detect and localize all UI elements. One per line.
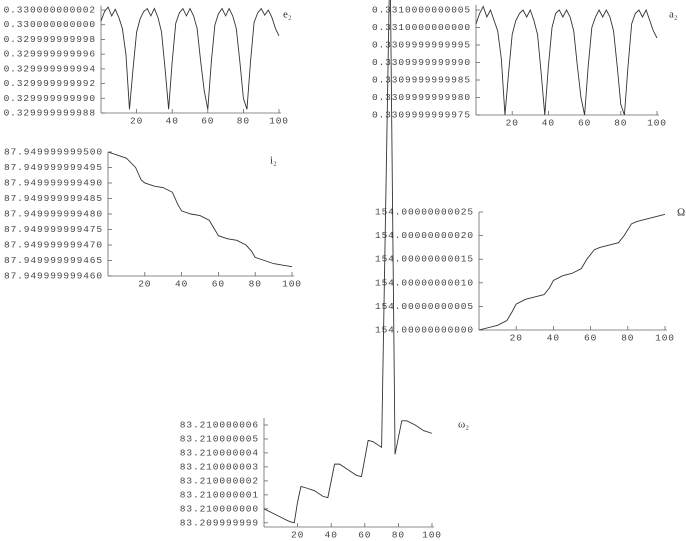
data-line [478, 213, 666, 331]
y-tick-label: 154.00000000025 [375, 207, 474, 218]
x-tick-label: 40 [175, 279, 188, 290]
data-line [263, 0, 433, 524]
y-tick-label: 87.949999999495 [4, 162, 103, 173]
y-tick-label: 87.949999999500 [4, 147, 103, 158]
curve-label: Ω [677, 207, 685, 219]
line-chart: 0.330000000002 0.330000000000 0.3299999999… [4, 5, 292, 127]
x-tick-label: 80 [614, 118, 627, 129]
y-tick-label: 87.949999999490 [4, 177, 103, 188]
y-tick-label: 0.3309999999980 [372, 92, 471, 103]
y-tick-label: 83.210000006 [180, 420, 259, 431]
y-tick-label: 87.949999999480 [4, 209, 103, 220]
y-tick-label: 0.329999999994 [4, 63, 96, 74]
data-line [107, 151, 293, 268]
y-tick-label: 0.3309999999985 [372, 75, 471, 86]
x-tick-label: 60 [358, 530, 371, 541]
x-tick-label: 80 [392, 530, 405, 541]
curve-label: ω₂ [458, 419, 469, 431]
y-tick-label: 0.329999999998 [4, 34, 96, 45]
x-tick-label: 80 [249, 279, 262, 290]
data-line [100, 6, 280, 110]
y-tick-label: 0.3309999999990 [372, 57, 471, 68]
x-tick-label: 20 [506, 118, 519, 129]
y-tick-label: 83.210000003 [180, 461, 259, 472]
x-tick-label: 20 [130, 116, 143, 127]
x-tick-label: 60 [201, 116, 214, 127]
y-tick-label: 0.3309999999995 [372, 40, 471, 51]
y-tick-label: 83.210000004 [180, 447, 259, 458]
x-tick-label: 80 [621, 333, 634, 344]
y-tick-label: 0.329999999992 [4, 78, 96, 89]
y-tick-label: 0.3310000000000 [372, 22, 471, 33]
x-tick-label: 40 [166, 116, 179, 127]
y-tick-label: 154.00000000010 [375, 277, 474, 288]
y-tick-label: 0.330000000000 [4, 19, 96, 30]
x-tick-label: 40 [325, 530, 338, 541]
y-tick-label: 83.210000001 [180, 489, 259, 500]
line-chart: 0.3310000000005 0.3310000000000 0.33099999… [372, 5, 678, 129]
x-tick-label: 100 [647, 118, 667, 129]
x-tick-label: 60 [584, 333, 597, 344]
y-tick-label: 83.210000005 [180, 433, 259, 444]
x-tick-label: 20 [510, 333, 523, 344]
y-tick-label: 154.00000000015 [375, 254, 474, 265]
y-tick-label: 87.949999999485 [4, 193, 103, 204]
y-tick-label: 87.949999999470 [4, 240, 103, 251]
y-tick-label: 0.329999999996 [4, 49, 96, 60]
line-chart: 87.949999999500 87.949999999495 87.9499999… [4, 147, 302, 290]
y-tick-label: 0.329999999988 [4, 108, 96, 119]
x-tick-label: 20 [138, 279, 151, 290]
x-tick-label: 20 [291, 530, 304, 541]
curve-label: i₂ [270, 155, 277, 167]
y-tick-label: 0.3310000000005 [372, 5, 471, 16]
x-tick-label: 100 [655, 333, 675, 344]
line-chart: 154.00000000025 154.00000000020 154.000000… [375, 207, 685, 344]
y-tick-label: 87.949999999465 [4, 255, 103, 266]
y-tick-label: 154.00000000000 [375, 325, 474, 336]
line-chart: 83.210000006 83.210000005 83.210000004 83.2… [180, 0, 469, 541]
x-tick-label: 80 [237, 116, 250, 127]
x-tick-label: 60 [578, 118, 591, 129]
y-tick-label: 83.209999999 [180, 517, 259, 528]
x-tick-label: 40 [542, 118, 555, 129]
y-tick-label: 87.949999999475 [4, 224, 103, 235]
y-tick-label: 154.00000000020 [375, 230, 474, 241]
y-tick-label: 154.00000000005 [375, 301, 474, 312]
x-tick-label: 100 [422, 530, 442, 541]
curve-label: a₂ [669, 9, 678, 21]
x-tick-label: 100 [282, 279, 302, 290]
y-tick-label: 87.949999999460 [4, 271, 103, 282]
x-tick-label: 40 [547, 333, 560, 344]
y-tick-label: 0.329999999990 [4, 93, 96, 104]
x-tick-label: 60 [212, 279, 225, 290]
data-line [475, 5, 658, 116]
curve-label: e₂ [283, 9, 292, 21]
y-tick-label: 0.3309999999975 [372, 110, 471, 121]
y-tick-label: 83.210000002 [180, 475, 259, 486]
y-tick-label: 83.210000000 [180, 503, 259, 514]
y-tick-label: 0.330000000002 [4, 5, 96, 16]
x-tick-label: 100 [269, 116, 289, 127]
